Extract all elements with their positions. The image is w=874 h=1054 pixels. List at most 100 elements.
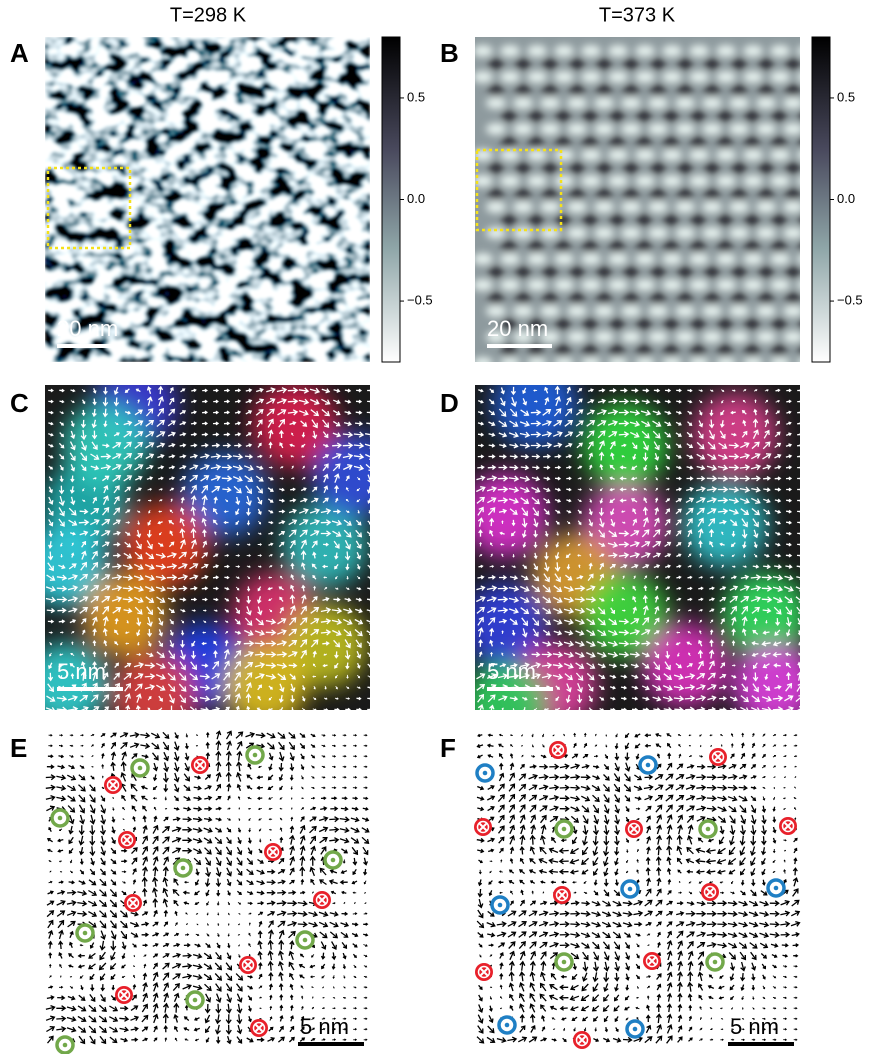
arrow bbox=[48, 486, 53, 494]
arrow bbox=[477, 517, 484, 527]
arrow bbox=[560, 974, 567, 979]
arrow bbox=[103, 706, 110, 710]
arrow bbox=[345, 510, 350, 513]
arrow bbox=[190, 586, 198, 591]
scale-bar-label: 5 nm bbox=[730, 1014, 779, 1039]
arrow bbox=[268, 983, 273, 991]
arrow bbox=[531, 476, 541, 482]
arrow bbox=[721, 399, 724, 404]
arrow bbox=[182, 973, 193, 980]
arrow bbox=[130, 783, 138, 792]
arrow bbox=[67, 920, 76, 928]
arrow bbox=[309, 866, 316, 877]
arrow bbox=[215, 867, 222, 878]
arrow bbox=[235, 576, 240, 579]
arrow bbox=[763, 429, 770, 439]
arrow bbox=[728, 442, 740, 449]
arrow bbox=[192, 816, 203, 823]
core-dot bbox=[137, 765, 143, 771]
arrow bbox=[775, 674, 779, 678]
arrow bbox=[687, 950, 694, 961]
arrow bbox=[357, 674, 361, 679]
arrow bbox=[477, 806, 485, 812]
domain bbox=[723, 573, 800, 657]
arrow bbox=[784, 695, 794, 702]
arrow bbox=[157, 453, 165, 459]
arrow bbox=[173, 899, 179, 907]
arrow bbox=[183, 773, 190, 782]
arrow bbox=[563, 607, 575, 614]
spot-bright bbox=[621, 201, 641, 213]
arrow bbox=[192, 630, 195, 635]
arrow bbox=[49, 652, 52, 657]
arrow bbox=[667, 878, 672, 885]
arrow bbox=[352, 857, 358, 866]
arrow bbox=[290, 584, 295, 592]
arrow bbox=[609, 476, 615, 480]
arrow bbox=[652, 684, 662, 691]
arrow bbox=[341, 890, 347, 895]
arrow bbox=[80, 734, 84, 737]
arrow bbox=[311, 765, 315, 769]
arrow bbox=[192, 620, 195, 624]
arrow bbox=[202, 653, 207, 656]
arrow bbox=[706, 900, 717, 907]
arrow bbox=[298, 508, 309, 514]
arrow bbox=[334, 484, 339, 493]
arrow bbox=[287, 920, 298, 927]
arrow bbox=[698, 420, 704, 428]
arrow bbox=[169, 487, 175, 492]
arrow bbox=[320, 846, 327, 855]
arrow bbox=[343, 901, 346, 905]
arrow bbox=[633, 785, 643, 791]
arrow bbox=[566, 510, 572, 514]
arrow bbox=[238, 944, 241, 947]
arrow bbox=[786, 509, 793, 514]
arrow bbox=[289, 443, 295, 447]
arrow bbox=[607, 651, 619, 658]
arrow bbox=[98, 1025, 107, 1033]
spot-dark bbox=[542, 162, 558, 174]
arrow bbox=[476, 837, 485, 843]
arrow bbox=[342, 859, 346, 864]
arrow bbox=[342, 786, 348, 790]
arrow bbox=[217, 923, 220, 927]
arrow bbox=[171, 836, 182, 843]
arrow bbox=[247, 532, 250, 536]
arrow bbox=[587, 683, 594, 692]
arrow bbox=[707, 508, 717, 515]
arrow bbox=[100, 453, 112, 460]
arrow bbox=[614, 752, 620, 761]
arrow bbox=[133, 890, 136, 895]
arrow bbox=[487, 754, 494, 758]
arrow bbox=[664, 564, 671, 569]
arrow bbox=[346, 686, 350, 689]
arrow bbox=[310, 754, 316, 759]
colorbar-tick-label: 0.0 bbox=[837, 191, 855, 206]
arrow bbox=[210, 453, 222, 460]
arrow bbox=[716, 869, 726, 875]
arrow bbox=[618, 552, 630, 559]
arrow bbox=[224, 575, 230, 580]
core-ring bbox=[252, 1021, 266, 1035]
spot-bright bbox=[675, 331, 695, 343]
arrow bbox=[297, 900, 308, 907]
arrow bbox=[256, 869, 265, 875]
arrow bbox=[255, 408, 264, 416]
arrow bbox=[79, 530, 89, 536]
arrow bbox=[780, 910, 791, 917]
scale-bar-label: 20 nm bbox=[487, 316, 548, 341]
arrow bbox=[238, 818, 241, 821]
arrow bbox=[709, 639, 714, 647]
arrow bbox=[592, 835, 599, 846]
arrow bbox=[58, 507, 65, 517]
arrow bbox=[79, 846, 85, 856]
arrow bbox=[152, 835, 159, 845]
arrow bbox=[544, 552, 549, 560]
spot-bright bbox=[770, 45, 790, 57]
arrow bbox=[772, 816, 777, 823]
arrow bbox=[575, 672, 584, 681]
arrow bbox=[256, 387, 264, 393]
spot-bright bbox=[554, 149, 574, 161]
spot-bright bbox=[486, 331, 506, 343]
